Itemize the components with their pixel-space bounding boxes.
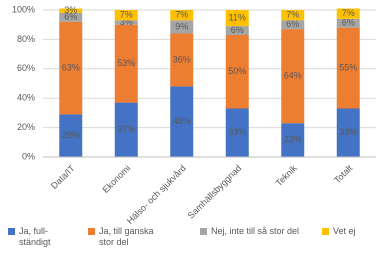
x-tick-label: Totalt xyxy=(332,163,355,186)
legend-item: Nej, inte till så stor del xyxy=(200,226,322,248)
bar-segment xyxy=(59,8,83,13)
bar-segment xyxy=(281,20,305,30)
data-label: 23% xyxy=(284,134,302,144)
bar-segment xyxy=(336,27,360,109)
y-tick-label: 100% xyxy=(12,4,35,14)
data-label: 7% xyxy=(175,10,188,20)
y-tick-label: 0% xyxy=(22,151,35,161)
data-label: 7% xyxy=(342,8,355,18)
bar-segment xyxy=(281,29,305,124)
bar-segment xyxy=(281,10,305,21)
data-label: 63% xyxy=(62,62,80,72)
legend-swatch xyxy=(88,228,95,235)
legend-swatch xyxy=(8,228,15,235)
legend: Ja, full-ständigt Ja, till ganska stor de… xyxy=(8,226,378,248)
bar-segment xyxy=(170,86,194,157)
bar-segment xyxy=(59,114,83,157)
y-tick-label: 40% xyxy=(17,93,35,103)
bar-segment xyxy=(170,33,194,87)
legend-swatch xyxy=(200,228,207,235)
x-tick-label: Ekonomi xyxy=(101,163,133,195)
y-tick-label: 60% xyxy=(17,63,35,73)
plot: 0%20%40%60%80%100%29%63%6%3%Data/IT37%53… xyxy=(12,4,376,226)
bar-segment xyxy=(336,18,360,28)
y-tick-label: 20% xyxy=(17,122,35,132)
legend-label: Ja, till ganska stor del xyxy=(99,226,154,247)
data-label: 33% xyxy=(228,127,246,137)
data-label: 64% xyxy=(284,71,302,81)
bar-segment xyxy=(225,34,249,109)
y-tick-label: 80% xyxy=(17,34,35,44)
data-label: 6% xyxy=(231,25,244,35)
bar-segment xyxy=(59,12,83,22)
bar-segment xyxy=(281,123,305,157)
x-tick-label: Data/IT xyxy=(49,163,77,191)
bar-segment xyxy=(336,108,360,157)
legend-label: Nej, inte till så stor del xyxy=(211,226,300,236)
data-label: 11% xyxy=(229,12,246,22)
legend-label: Vet ej xyxy=(333,226,356,236)
data-label: 3% xyxy=(64,5,77,15)
bar-segment xyxy=(114,10,138,21)
data-label: 33% xyxy=(339,127,357,137)
bar-segment xyxy=(170,10,194,21)
data-label: 7% xyxy=(286,10,299,20)
bar-segment xyxy=(336,8,360,19)
bar-segment xyxy=(170,20,194,34)
data-label: 50% xyxy=(228,66,246,76)
bar-segment xyxy=(114,102,138,157)
data-label: 53% xyxy=(117,58,135,68)
data-label: 36% xyxy=(173,54,191,64)
legend-label: Ja, full-ständigt xyxy=(19,226,51,247)
data-label: 37% xyxy=(117,124,135,134)
data-label: 55% xyxy=(339,62,357,72)
legend-item: Ja, full-ständigt xyxy=(8,226,88,248)
legend-item: Ja, till ganska stor del xyxy=(88,226,200,248)
data-label: 9% xyxy=(175,21,188,31)
legend-swatch xyxy=(322,228,329,235)
bar-segment xyxy=(225,26,249,35)
data-label: 3% xyxy=(120,17,133,27)
data-label: 6% xyxy=(342,18,355,28)
bar-segment xyxy=(114,20,138,25)
data-label: 7% xyxy=(120,10,133,20)
data-label: 6% xyxy=(286,19,299,29)
x-tick-label: Teknik xyxy=(274,163,299,188)
x-tick-label: Samhällsbyggnad xyxy=(186,163,244,221)
data-label: 6% xyxy=(64,12,77,22)
data-label: 48% xyxy=(173,116,191,126)
bar-segment xyxy=(114,24,138,103)
legend-item: Vet ej xyxy=(322,226,378,248)
x-tick-label: Hälso- och sjukvård xyxy=(125,163,188,225)
bar-segment xyxy=(59,21,83,115)
bar-segment xyxy=(225,10,249,27)
data-label: 29% xyxy=(62,130,80,140)
bar-segment xyxy=(225,108,249,157)
